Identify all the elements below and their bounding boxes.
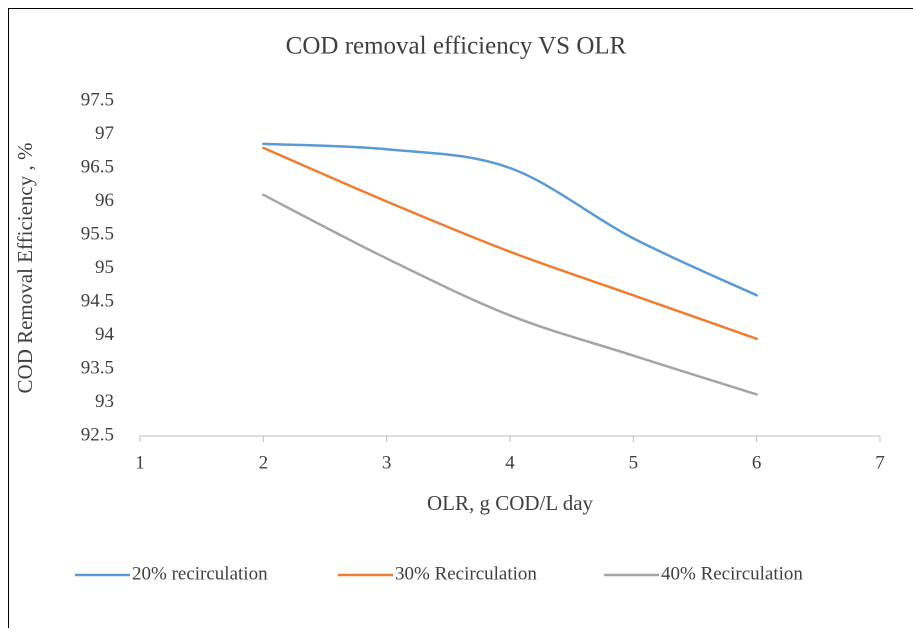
x-tick-label: 5: [629, 452, 639, 473]
legend-label: 30% Recirculation: [395, 563, 537, 584]
y-tick-label: 97: [95, 123, 114, 144]
x-tick-label: 2: [259, 452, 269, 473]
y-tick-label: 95: [95, 257, 114, 278]
y-tick-label: 92.5: [81, 424, 114, 445]
y-tick-label: 96.5: [81, 156, 114, 177]
chart-title: COD removal efficiency VS OLR: [286, 33, 627, 60]
x-tick-label: 3: [382, 452, 392, 473]
y-tick-label: 97.5: [81, 89, 114, 110]
y-tick-label: 93.5: [81, 357, 114, 378]
legend-label: 20% recirculation: [132, 563, 268, 584]
y-tick-label: 93: [95, 391, 114, 412]
x-tick-label: 1: [135, 452, 145, 473]
x-tick-label: 6: [752, 452, 762, 473]
y-tick-label: 94.5: [81, 290, 114, 311]
y-axis-label: COD Removal Efficiency , %: [13, 143, 37, 394]
x-axis-label: OLR, g COD/L day: [427, 491, 594, 515]
y-tick-label: 96: [95, 190, 114, 211]
legend-label: 40% Recirculation: [661, 563, 803, 584]
chart-frame: [9, 9, 913, 629]
x-tick-label: 4: [505, 452, 515, 473]
y-tick-label: 94: [95, 324, 115, 345]
x-tick-label: 7: [875, 452, 885, 473]
y-tick-label: 95.5: [81, 223, 114, 244]
